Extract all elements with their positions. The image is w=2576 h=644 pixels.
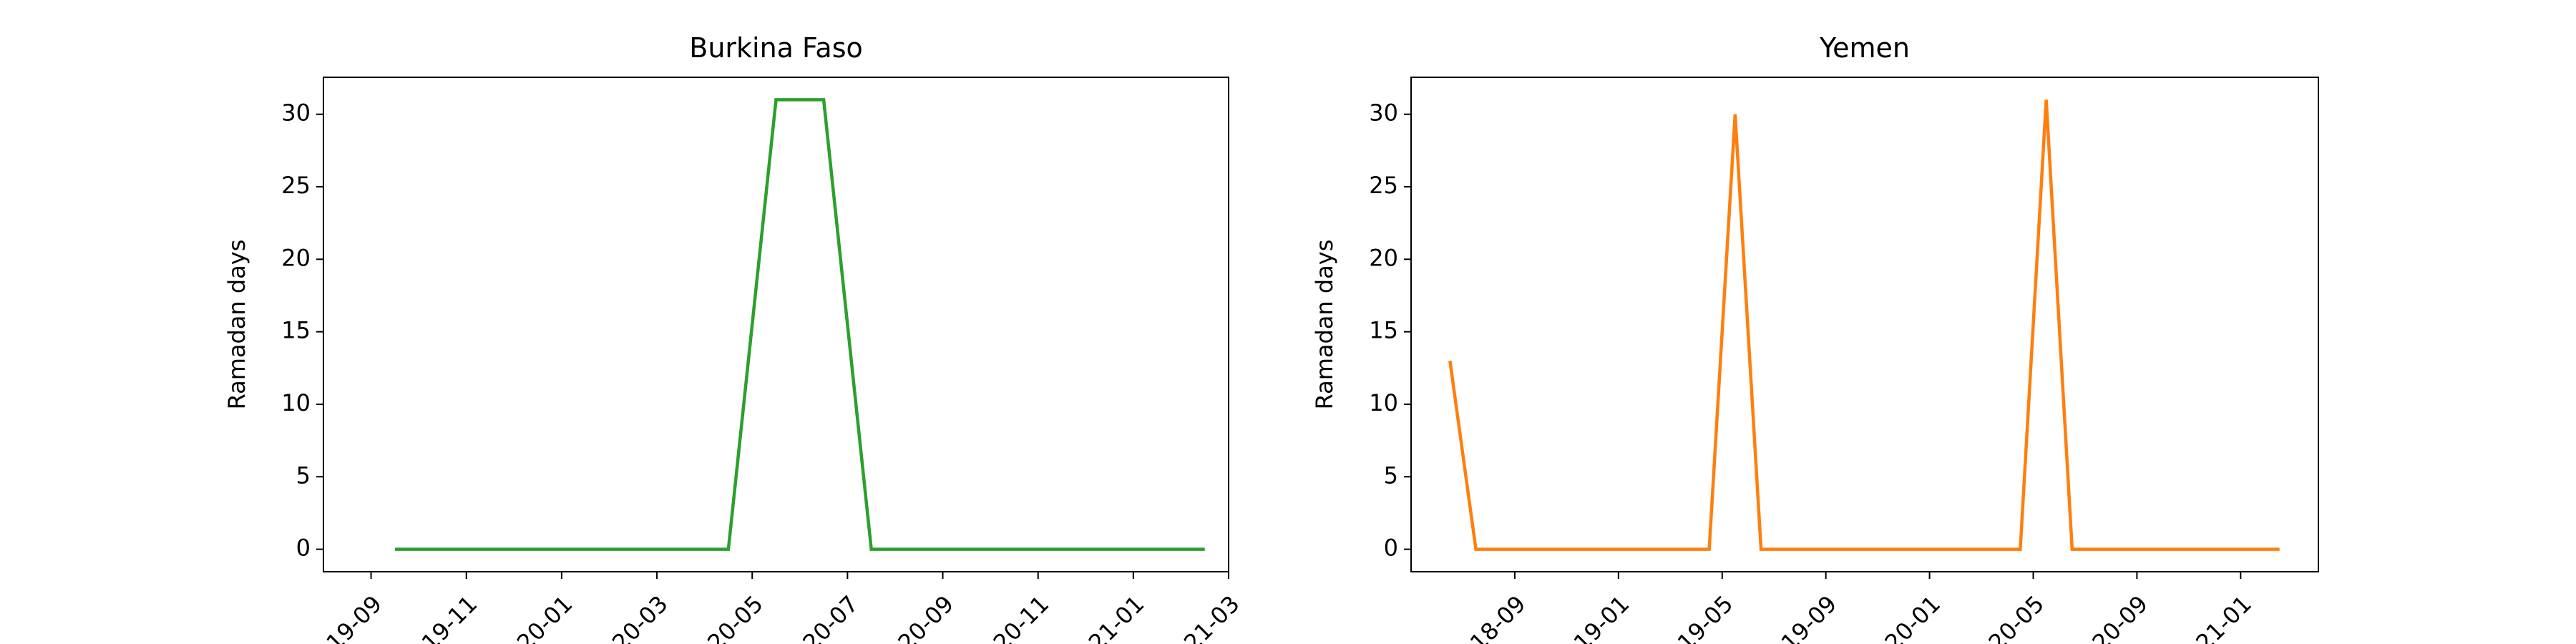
y-tick-label: 20 — [1369, 244, 1398, 271]
y-tick-label: 15 — [1369, 317, 1398, 344]
y-tick-label: 25 — [281, 172, 311, 199]
x-tick-label: 2019-01 — [1548, 590, 1634, 644]
x-tick-label: 2019-05 — [1652, 590, 1738, 644]
y-tick-label: 20 — [281, 244, 311, 271]
y-tick-label: 5 — [1384, 462, 1398, 489]
data-line — [394, 98, 1205, 551]
y-tick-label: 10 — [1369, 389, 1398, 416]
y-tick-label: 30 — [281, 99, 311, 127]
x-tick-label: 2020-11 — [967, 590, 1054, 644]
x-tick-label: 2020-07 — [777, 590, 864, 644]
x-tick-label: 2021-03 — [1158, 590, 1244, 644]
x-tick-label: 2019-09 — [301, 590, 387, 644]
x-tick-label: 2020-09 — [872, 590, 959, 644]
y-tick-label: 10 — [281, 389, 311, 416]
y-tick-label: 25 — [1369, 172, 1398, 199]
x-tick-label: 2020-05 — [681, 590, 768, 644]
x-tick-label: 2020-01 — [1859, 590, 1946, 644]
y-tick-label: 30 — [1369, 99, 1398, 127]
x-tick-label: 2020-03 — [586, 590, 673, 644]
y-axis-label: Ramadan days — [223, 240, 250, 410]
x-tick-label: 2020-01 — [491, 590, 577, 644]
chart-title: Yemen — [1819, 32, 1910, 64]
plot-frame — [323, 77, 1229, 572]
y-axis-label: Ramadan days — [1311, 240, 1338, 410]
x-tick-label: 2019-09 — [1755, 590, 1842, 644]
x-tick-label: 2020-05 — [1963, 590, 2049, 644]
y-tick-label: 0 — [296, 535, 311, 562]
data-line — [1448, 99, 2280, 551]
y-tick-label: 15 — [281, 317, 311, 344]
y-tick-label: 0 — [1384, 535, 1398, 562]
x-tick-label: 2020-09 — [2067, 590, 2153, 644]
x-tick-label: 2019-11 — [396, 590, 482, 644]
y-tick-label: 5 — [296, 462, 311, 489]
plot-frame — [1410, 77, 2319, 572]
x-tick-label: 2018-09 — [1444, 590, 1531, 644]
x-tick-label: 2021-01 — [2170, 590, 2257, 644]
x-tick-label: 2021-01 — [1063, 590, 1149, 644]
chart-title: Burkina Faso — [689, 32, 863, 64]
